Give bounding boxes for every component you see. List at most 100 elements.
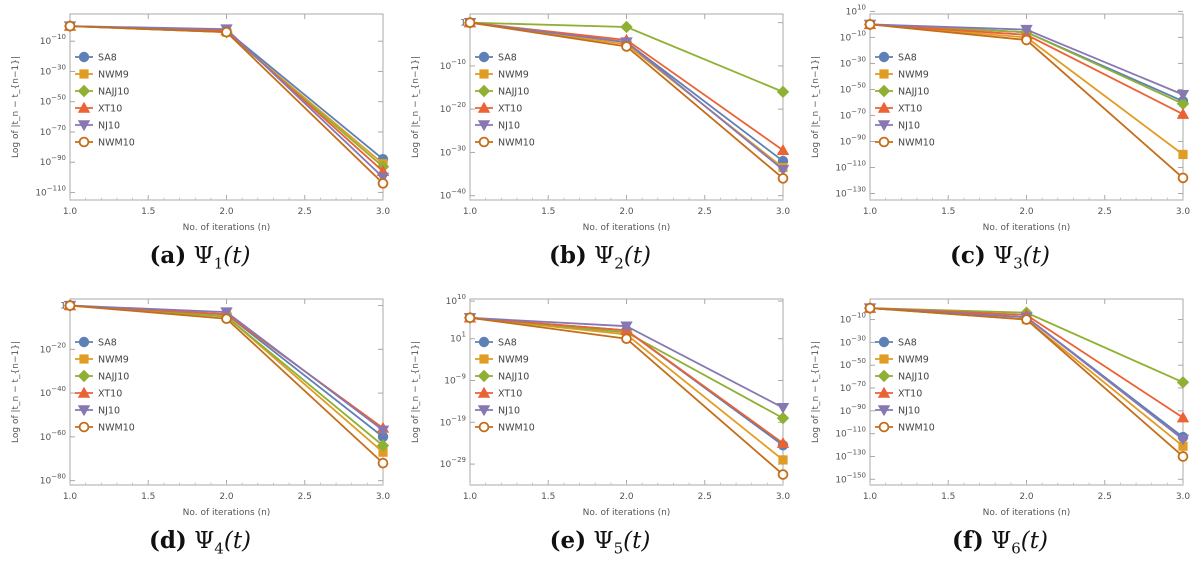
x-tick-label: 3.0 — [776, 207, 791, 217]
x-axis-label: No. of iterations (n) — [583, 508, 671, 518]
y-tick-label: 10−60 — [40, 429, 66, 443]
chart-panel-2: 1.0 1.5 2.0 2.5 3.0 1 10−10 10−20 10−30 10−40 No. … — [400, 0, 800, 285]
legend-label: NWM10 — [898, 423, 935, 434]
y-tick-label: 10−10 — [440, 58, 466, 72]
legend-marker — [79, 354, 89, 364]
x-tick-label: 2.0 — [219, 207, 234, 217]
legend-marker — [877, 101, 891, 113]
legend-label: NWM10 — [98, 138, 135, 149]
y-tick-label: 10−9 — [444, 373, 466, 387]
x-tick-label: 1.0 — [863, 207, 878, 217]
caption-symbol: Ψ — [194, 528, 215, 554]
chart-svg: 1.0 1.5 2.0 2.5 3.0 1010 101 10−9 10−19 10−29 No. … — [411, 293, 791, 518]
panel-caption: (c) Ψ3(t) — [800, 242, 1200, 273]
x-tick-label: 2.0 — [619, 207, 634, 217]
x-tick-label: 1.5 — [541, 492, 555, 502]
chart-panel-3: 1.0 1.5 2.0 2.5 3.0 1010 10−10 10−30 10−50 10−70 1… — [800, 0, 1200, 285]
legend-marker — [77, 369, 91, 383]
caption-subscript: 3 — [1013, 254, 1023, 273]
x-tick-label: 2.0 — [1019, 492, 1034, 502]
legend-label: NJ10 — [898, 121, 920, 132]
legend-label: NJ10 — [498, 121, 520, 132]
legend: SA8 NWM9 NAJJ10 XT10 NJ10 NWM10 — [75, 336, 135, 434]
legend: SA8 NWM9 NAJJ10 XT10 NJ10 NWM10 — [475, 336, 535, 434]
legend-marker — [878, 336, 890, 348]
x-tick-label: 2.0 — [619, 492, 634, 502]
x-tick-label: 1.0 — [863, 492, 878, 502]
data-point — [620, 20, 633, 34]
caption-symbol: Ψ — [594, 243, 615, 269]
legend-marker — [78, 336, 90, 348]
legend-label: NAJJ10 — [898, 87, 929, 98]
x-tick-label: 1.5 — [941, 492, 955, 502]
legend-label: NWM9 — [98, 355, 129, 366]
legend-label: NWM10 — [498, 138, 535, 149]
data-point — [377, 431, 389, 443]
chart-svg: 1.0 1.5 2.0 2.5 3.0 10−10 10−30 10−50 10−70 10−90… — [811, 298, 1190, 518]
legend-marker — [478, 51, 490, 63]
y-tick-label: 10−10 — [840, 312, 866, 326]
data-point — [221, 26, 232, 38]
x-tick-label: 3.0 — [776, 492, 791, 502]
legend-marker — [478, 336, 490, 348]
legend-label: NAJJ10 — [898, 372, 929, 383]
legend-label: NJ10 — [898, 406, 920, 417]
panel-caption: (f) Ψ6(t) — [800, 527, 1200, 558]
chart-panel-6: 1.0 1.5 2.0 2.5 3.0 10−10 10−30 10−50 10−70 10−90… — [800, 285, 1200, 570]
panel-caption: (a) Ψ1(t) — [0, 242, 400, 273]
caption-subscript: 4 — [214, 539, 224, 558]
y-tick-label: 10−10 — [40, 33, 66, 47]
y-tick-label: 10−110 — [35, 184, 66, 198]
data-point — [620, 321, 633, 333]
legend-label: NAJJ10 — [98, 87, 129, 98]
legend-marker — [877, 120, 891, 132]
y-tick-label: 10−70 — [40, 124, 66, 138]
caption-subscript: 1 — [213, 254, 224, 273]
legend-marker — [77, 101, 91, 113]
chart-panel-4: 1.0 1.5 2.0 2.5 3.0 1 10−20 10−40 10−60 10−80 No. … — [0, 285, 400, 570]
legend-label: NJ10 — [98, 121, 120, 132]
x-tick-label: 2.0 — [1019, 207, 1034, 217]
legend-label: NWM9 — [98, 70, 129, 81]
data-point — [376, 439, 390, 452]
legend: SA8 NWM9 NAJJ10 XT10 NJ10 NWM10 — [875, 336, 935, 434]
caption-label: (e) — [549, 527, 587, 554]
data-point — [776, 85, 790, 99]
caption-symbol: Ψ — [993, 243, 1014, 269]
data-point — [621, 333, 632, 345]
panel-caption: (e) Ψ5(t) — [400, 527, 800, 558]
legend-marker — [878, 421, 890, 433]
legend-marker — [77, 120, 91, 132]
caption-argument: (t) — [223, 528, 252, 554]
x-tick-label: 1.5 — [141, 492, 155, 502]
data-point — [1176, 89, 1190, 101]
x-tick-label: 1.5 — [541, 207, 555, 217]
data-point — [64, 300, 76, 311]
x-axis-label: No. of iterations (n) — [983, 223, 1071, 233]
legend-label: NJ10 — [98, 406, 120, 417]
legend-label: NWM9 — [498, 355, 529, 366]
data-point — [864, 302, 876, 314]
legend-marker — [78, 51, 90, 63]
series-NWM10 — [864, 302, 1189, 462]
legend-marker — [477, 120, 491, 132]
series-line — [69, 25, 384, 178]
data-point — [378, 447, 388, 457]
series-NWM10 — [864, 19, 1189, 184]
y-tick-label: 10−40 — [40, 385, 66, 399]
data-point — [776, 437, 790, 448]
legend-label: SA8 — [898, 338, 917, 349]
data-point — [776, 165, 790, 176]
y-tick-label: 1 — [60, 302, 66, 312]
legend-marker — [879, 69, 889, 79]
series-NWM10 — [64, 300, 389, 469]
panel-caption: (b) Ψ2(t) — [400, 242, 800, 273]
x-tick-label: 1.0 — [463, 492, 478, 502]
legend-label: NAJJ10 — [498, 87, 529, 98]
caption-subscript: 2 — [614, 254, 624, 273]
data-point — [777, 173, 789, 184]
y-tick-label: 10−80 — [40, 473, 66, 487]
data-point — [776, 144, 790, 155]
caption-subscript: 6 — [1011, 539, 1021, 558]
